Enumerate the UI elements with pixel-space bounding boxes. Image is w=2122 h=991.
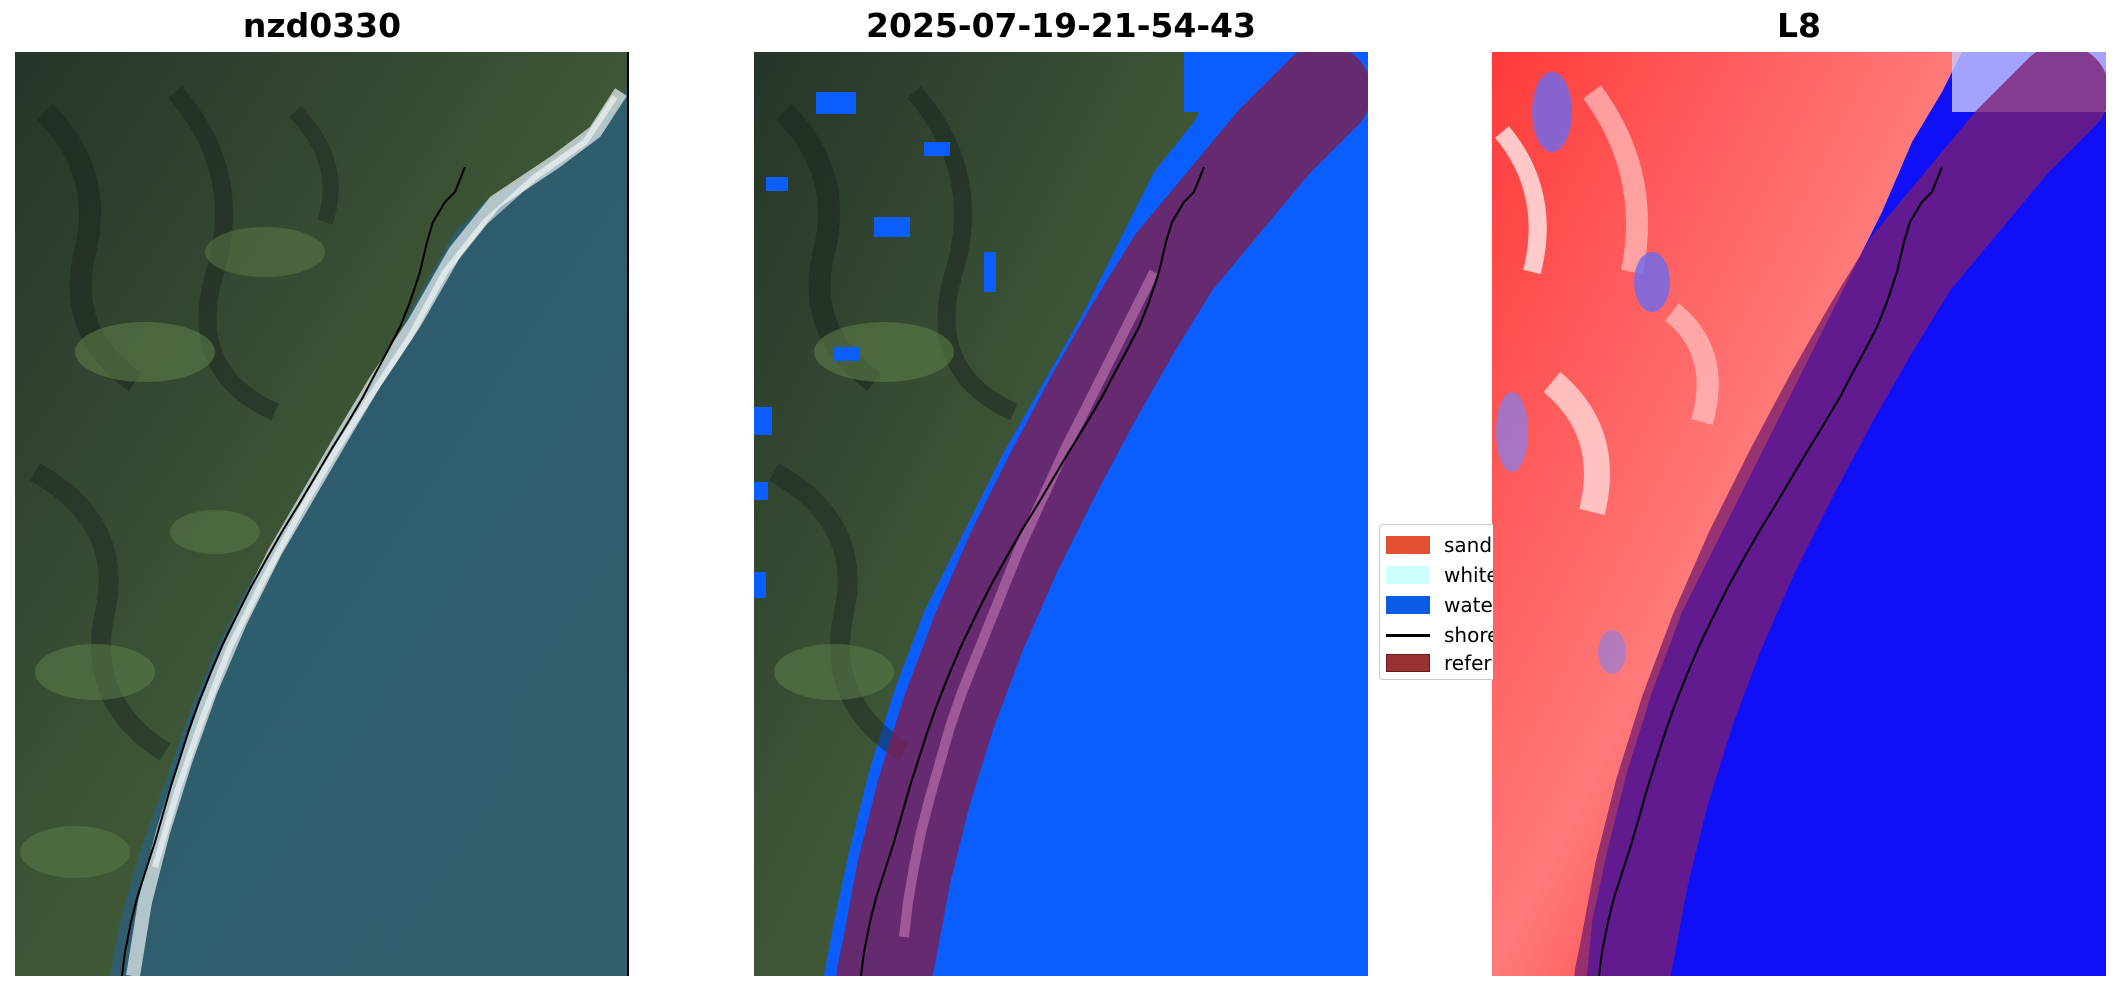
index-image: [1492, 52, 2106, 976]
legend-item-shore: shore: [1386, 621, 1493, 649]
legend-item-water: water: [1386, 591, 1493, 619]
legend: sand white water shore refer: [1379, 524, 1493, 680]
panel-title-classified: 2025-07-19-21-54-43: [866, 6, 1256, 45]
legend-swatch-white: [1386, 566, 1430, 584]
classified-image: [754, 52, 1368, 976]
legend-item-sand: sand: [1386, 531, 1492, 559]
legend-item-refer: refer: [1386, 649, 1492, 677]
panel-title-index: L8: [1777, 6, 1821, 45]
legend-swatch-sand: [1386, 536, 1430, 554]
legend-line-shore: [1386, 633, 1430, 637]
panel-title-rgb: nzd0330: [242, 6, 402, 45]
legend-swatch-refer: [1386, 654, 1430, 672]
legend-label-refer: refer: [1444, 651, 1492, 675]
legend-swatch-water: [1386, 596, 1430, 614]
legend-label-water: water: [1444, 593, 1493, 617]
rgb-satellite-image: [15, 52, 629, 976]
legend-label-sand: sand: [1444, 533, 1493, 557]
legend-label-shore: shore: [1444, 623, 1493, 647]
legend-item-white: white: [1386, 561, 1493, 589]
legend-label-white: white: [1444, 563, 1493, 587]
